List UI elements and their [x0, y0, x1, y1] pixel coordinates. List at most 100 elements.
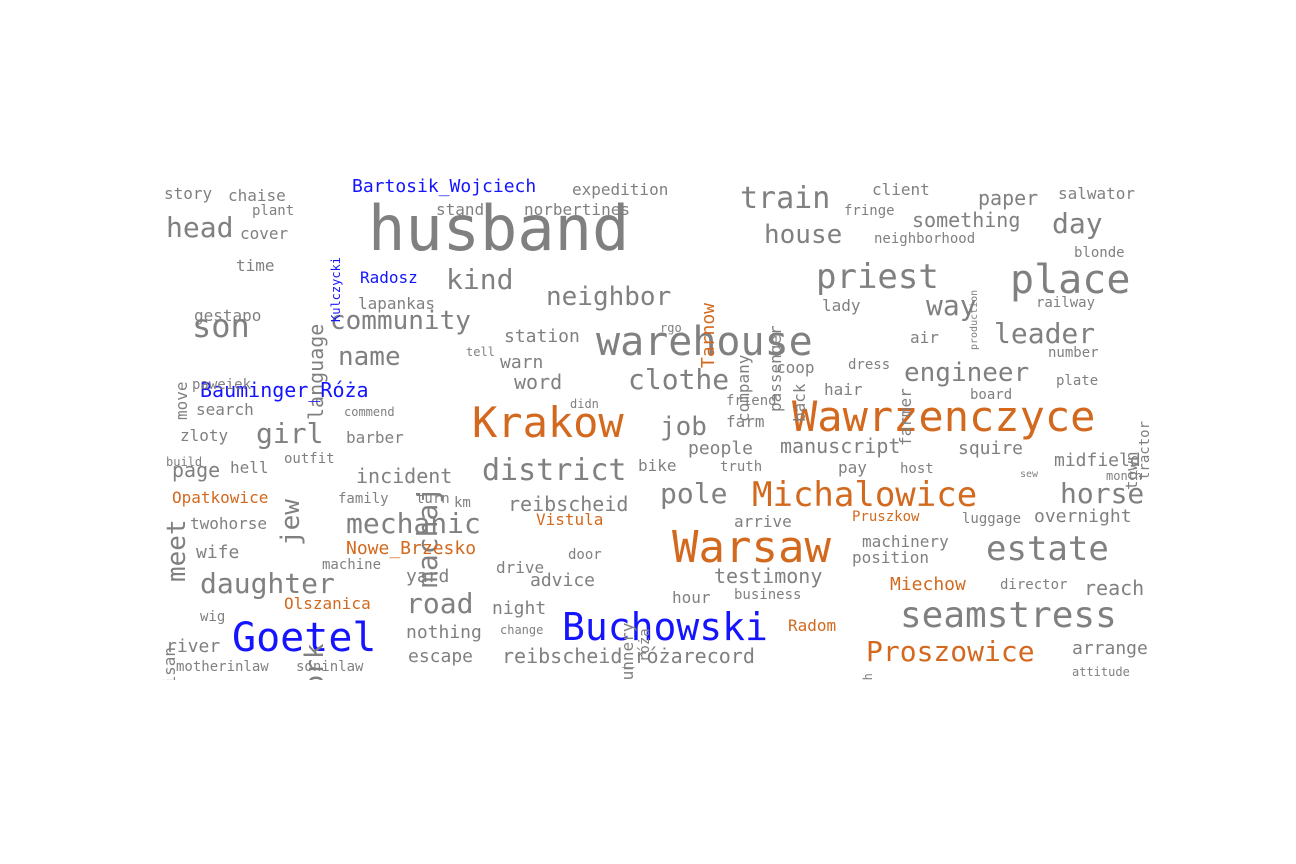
cloud-word: neighborhood	[874, 231, 976, 247]
cloud-word: daughter	[200, 567, 335, 600]
cloud-word: wife	[196, 542, 240, 563]
cloud-word: rgo	[660, 321, 682, 335]
cloud-word: Opatkowice	[172, 488, 269, 507]
cloud-word: overnight	[1034, 506, 1132, 527]
cloud-word: blonde	[1074, 245, 1125, 261]
cloud-word: yard	[406, 566, 450, 587]
cloud-word: barber	[346, 428, 404, 447]
cloud-word: Bauminger_Róża	[200, 378, 369, 402]
cloud-word: manuscript	[780, 434, 901, 458]
cloud-word: incident	[356, 464, 453, 488]
cloud-word: lady	[822, 296, 861, 315]
cloud-word: production	[969, 289, 980, 350]
cloud-word: stand	[436, 200, 485, 219]
cloud-word: word	[514, 370, 563, 394]
cloud-word: board	[970, 387, 1013, 403]
cloud-word: chaise	[228, 186, 286, 205]
cloud-word: tell	[466, 345, 495, 359]
cloud-word: station	[504, 326, 580, 347]
cloud-word: kind	[446, 263, 514, 296]
cloud-word: partisan	[160, 647, 179, 680]
cloud-word: passenger	[766, 325, 785, 412]
word-cloud: husband Krakow Warsaw Wawrzenczyce Buchowski…	[160, 170, 1160, 680]
cloud-word: expedition	[572, 180, 669, 199]
cloud-word: host	[900, 461, 934, 477]
cloud-word: husband	[368, 192, 630, 265]
cloud-word: priest	[816, 257, 939, 297]
cloud-word: estate	[986, 529, 1109, 569]
cloud-word: nunnery	[618, 622, 637, 680]
cloud-word: motherinlaw	[176, 659, 269, 675]
cloud-word: business	[734, 587, 802, 603]
cloud-word: Warsaw	[672, 522, 831, 573]
cloud-word: twohorse	[190, 514, 268, 533]
cloud-word: hour	[672, 588, 711, 607]
cloud-word: Nowe_Brzesko	[346, 538, 477, 559]
cloud-word: month	[1106, 469, 1143, 483]
cloud-word: engineer	[904, 358, 1030, 388]
cloud-word: time	[236, 256, 275, 275]
cloud-word: reibscheid_różarecord	[502, 644, 755, 668]
cloud-word: turn	[416, 491, 450, 507]
cloud-word: build	[166, 455, 203, 469]
cloud-word: Michalowice	[752, 475, 978, 515]
cloud-word: Kulczycki	[329, 256, 343, 322]
cloud-word: pole	[660, 477, 728, 510]
cloud-word: clothe	[628, 363, 730, 396]
cloud-word: paper	[978, 186, 1039, 210]
cloud-word: bush	[861, 673, 875, 680]
cloud-word: door	[568, 547, 602, 563]
cloud-word: luggage	[962, 511, 1022, 527]
cloud-word: house	[764, 220, 843, 250]
cloud-word: train	[740, 181, 831, 216]
cloud-word: head	[166, 211, 234, 244]
cloud-word: warehouse	[596, 319, 813, 365]
cloud-word: community	[330, 306, 471, 336]
cloud-word: Radom	[788, 616, 837, 635]
cloud-word: outfit	[284, 451, 335, 467]
cloud-word: reach	[1084, 576, 1145, 600]
cloud-word: Radosz	[360, 268, 418, 287]
cloud-word: farm	[726, 412, 765, 431]
cloud-word: km	[454, 495, 471, 511]
cloud-word: client	[872, 180, 930, 199]
cloud-word: number	[1048, 345, 1099, 361]
cloud-word: lapankas	[358, 294, 436, 313]
cloud-word: meet	[162, 519, 192, 582]
cloud-word: river	[166, 636, 221, 657]
cloud-word: truth	[720, 459, 763, 475]
cloud-word: Proszowice	[866, 635, 1035, 668]
cloud-word: hell	[230, 458, 269, 477]
cloud-word: drive	[496, 558, 545, 577]
cloud-word: attitude	[1072, 665, 1130, 679]
cloud-word: arrive	[734, 512, 792, 531]
cloud-word: gestapo	[194, 306, 262, 325]
cloud-word: Wawrzenczyce	[792, 392, 1096, 441]
cloud-word: didn	[570, 397, 599, 411]
cloud-word: Tarnow	[698, 302, 719, 368]
cloud-word: farmer	[896, 388, 915, 446]
cloud-word: leader	[994, 317, 1096, 350]
cloud-word: pay	[838, 458, 867, 477]
cloud-word: plate	[1056, 373, 1099, 389]
cloud-word: family	[338, 491, 389, 507]
cloud-word: language	[304, 323, 328, 420]
cloud-word: company	[734, 354, 753, 422]
cloud-word: horse	[1060, 477, 1145, 510]
cloud-word: friend	[726, 393, 777, 409]
cloud-word: job	[660, 412, 707, 442]
cloud-word: search	[196, 400, 254, 419]
cloud-word: neighbor	[546, 282, 672, 312]
cloud-word: move	[172, 381, 191, 420]
cloud-word: way	[926, 289, 977, 322]
cloud-word: salwator	[1058, 184, 1136, 203]
cloud-word: Bartosik_Wojciech	[352, 176, 537, 197]
cloud-word: plant	[252, 203, 295, 219]
cloud-word: page	[172, 458, 221, 482]
cloud-word: story	[164, 184, 213, 203]
cloud-word: something	[912, 208, 1021, 232]
cloud-word: commend	[344, 405, 395, 419]
cloud-word: machine	[322, 557, 382, 573]
cloud-word: wig	[200, 609, 226, 625]
cloud-word: son	[192, 307, 250, 345]
